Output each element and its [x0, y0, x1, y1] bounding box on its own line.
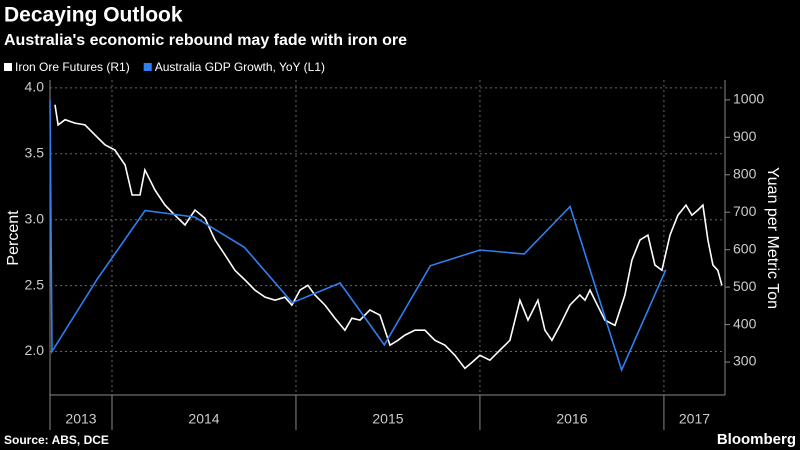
- y-tick-label: 2.5: [25, 276, 45, 292]
- y2-tick-label: 900: [733, 128, 757, 144]
- x-tick-label: 2017: [679, 411, 710, 427]
- x-tick-label: 2014: [188, 411, 219, 427]
- y2-tick-label: 600: [733, 240, 757, 256]
- x-tick-label: 2016: [556, 411, 587, 427]
- line-series: [49, 99, 667, 373]
- y2-tick-label: 300: [733, 353, 757, 369]
- chart-title: Decaying Outlook: [4, 4, 183, 27]
- legend-label: Iron Ore Futures (R1): [15, 60, 130, 74]
- y2-tick-label: 500: [733, 278, 757, 294]
- legend-label: Australia GDP Growth, YoY (L1): [155, 60, 325, 74]
- y2-axis-title: Yuan per Metric Ton: [764, 167, 781, 309]
- line-series: [54, 104, 723, 370]
- source-note: Source: ABS, DCE: [4, 433, 109, 447]
- y2-tick-label: 400: [733, 315, 757, 331]
- y2-tick-label: 800: [733, 165, 757, 181]
- x-tick-label: 2013: [65, 411, 96, 427]
- legend-swatch: [143, 63, 152, 71]
- y-tick-label: 2.0: [25, 342, 45, 358]
- brand: Bloomberg: [717, 431, 796, 448]
- y-axis-title: Percent: [5, 210, 22, 266]
- chart-subtitle: Australia's economic rebound may fade wi…: [4, 32, 407, 49]
- x-tick-label: 2015: [372, 411, 403, 427]
- legend-swatch: [4, 63, 12, 71]
- y-tick-label: 3.5: [25, 145, 45, 161]
- y2-tick-label: 700: [733, 203, 757, 219]
- y-tick-label: 4.0: [25, 79, 45, 95]
- y2-tick-label: 1000: [733, 91, 764, 107]
- y-tick-label: 3.0: [25, 210, 45, 226]
